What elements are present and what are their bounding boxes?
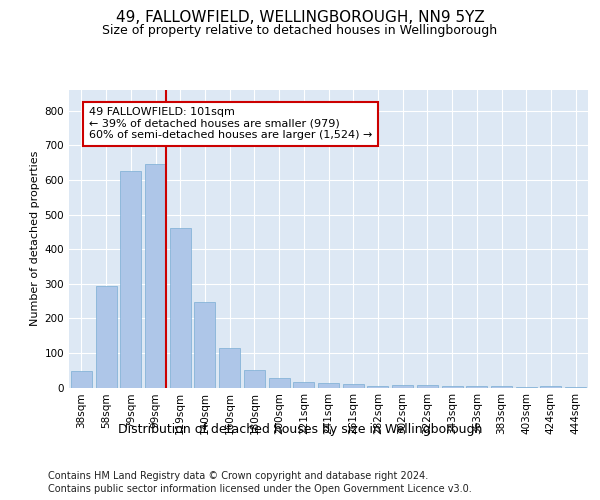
Bar xyxy=(318,382,339,388)
Text: Size of property relative to detached houses in Wellingborough: Size of property relative to detached ho… xyxy=(103,24,497,37)
Text: 49 FALLOWFIELD: 101sqm
← 39% of detached houses are smaller (979)
60% of semi-de: 49 FALLOWFIELD: 101sqm ← 39% of detached… xyxy=(89,108,372,140)
Bar xyxy=(516,387,537,388)
Bar xyxy=(293,382,314,388)
Bar xyxy=(194,302,215,388)
Bar xyxy=(442,386,463,388)
Bar xyxy=(392,385,413,388)
Bar xyxy=(541,386,562,388)
Bar xyxy=(466,386,487,388)
Text: 49, FALLOWFIELD, WELLINGBOROUGH, NN9 5YZ: 49, FALLOWFIELD, WELLINGBOROUGH, NN9 5YZ xyxy=(116,10,484,25)
Bar xyxy=(120,172,141,388)
Bar xyxy=(219,348,240,388)
Bar xyxy=(71,371,92,388)
Bar xyxy=(95,286,116,388)
Bar xyxy=(491,386,512,388)
Text: Contains public sector information licensed under the Open Government Licence v3: Contains public sector information licen… xyxy=(48,484,472,494)
Y-axis label: Number of detached properties: Number of detached properties xyxy=(31,151,40,326)
Bar xyxy=(244,370,265,388)
Bar xyxy=(417,386,438,388)
Bar xyxy=(343,384,364,388)
Text: Distribution of detached houses by size in Wellingborough: Distribution of detached houses by size … xyxy=(118,422,482,436)
Bar xyxy=(367,386,388,388)
Text: Contains HM Land Registry data © Crown copyright and database right 2024.: Contains HM Land Registry data © Crown c… xyxy=(48,471,428,481)
Bar xyxy=(170,228,191,388)
Bar xyxy=(269,378,290,388)
Bar xyxy=(145,164,166,388)
